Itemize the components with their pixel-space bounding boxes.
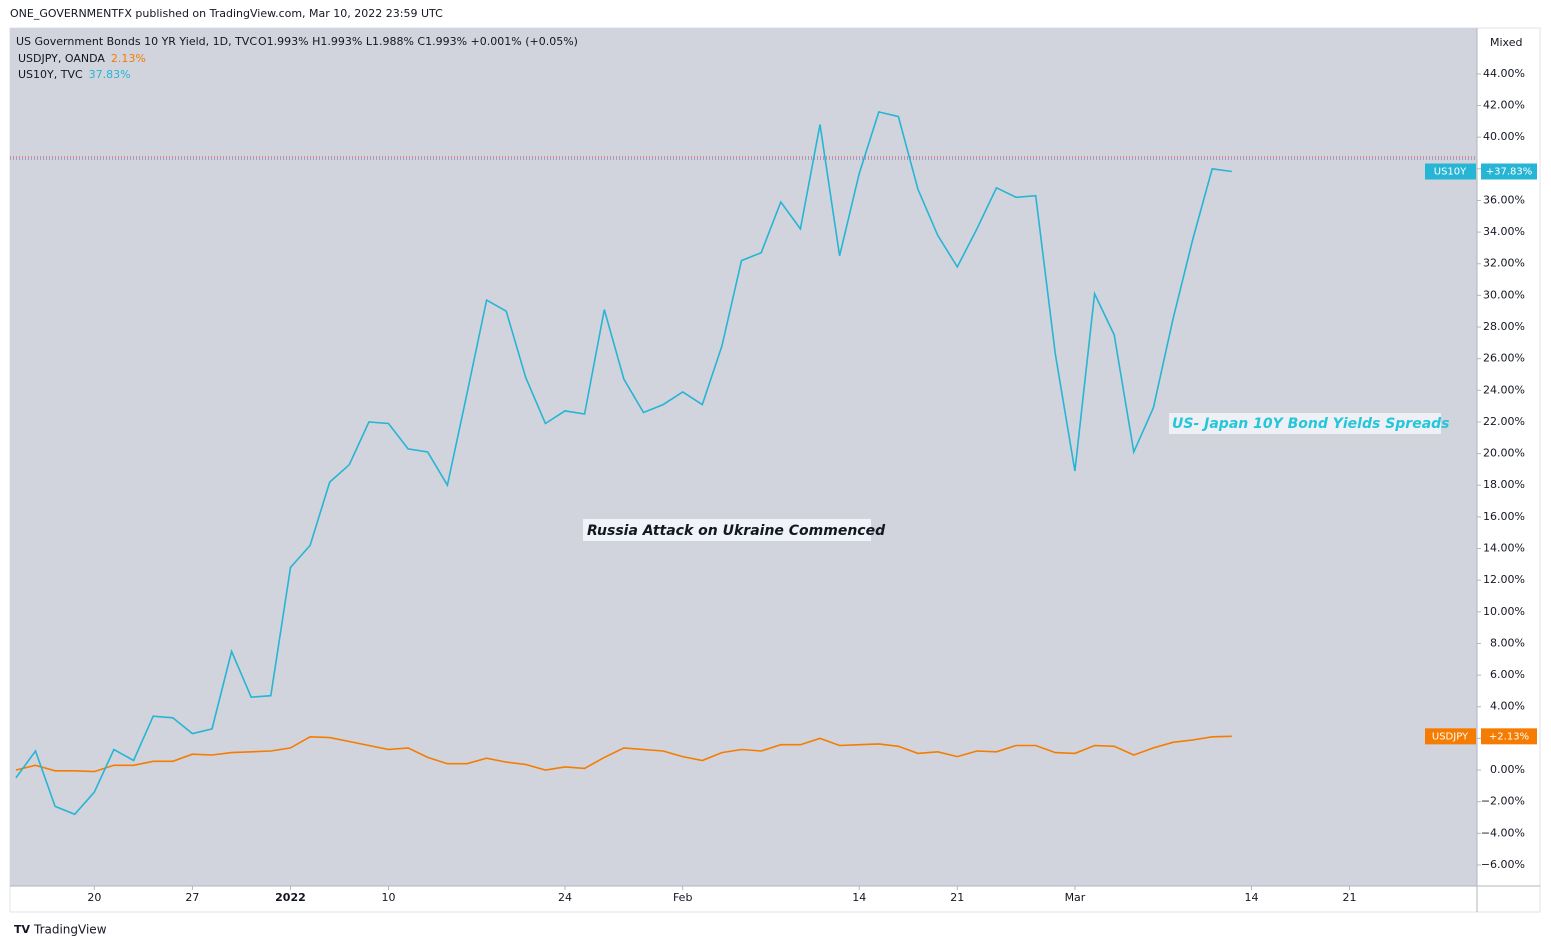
legend-value: 37.83%	[89, 68, 131, 81]
annotation-box	[1169, 413, 1441, 434]
y-tick-label: 34.00%	[1483, 225, 1525, 238]
y-tick-label: 26.00%	[1483, 352, 1525, 365]
x-tick-label: 2022	[275, 891, 306, 904]
logo: TV	[14, 923, 31, 936]
annotation-box	[583, 519, 871, 541]
legend-title: US Government Bonds 10 YR Yield, 1D, TVC	[16, 35, 257, 48]
x-tick-label: 20	[87, 891, 101, 904]
series-line	[15, 110, 1232, 816]
y-tick-label: 32.00%	[1483, 257, 1525, 270]
y-tick-label: 6.00%	[1490, 668, 1525, 681]
badge-name: USDJPY	[1432, 731, 1469, 742]
x-tick-label: 10	[382, 891, 396, 904]
y-tick-label: 8.00%	[1490, 636, 1525, 649]
y-tick-label: 12.00%	[1483, 573, 1525, 586]
legend-name: US10Y, TVC	[18, 68, 83, 81]
y-tick-label: 20.00%	[1483, 447, 1525, 460]
badge	[1425, 728, 1476, 745]
y-tick-label: 36.00%	[1483, 193, 1525, 206]
y-tick-label: 14.00%	[1483, 542, 1525, 555]
y-tick-label: 30.00%	[1483, 288, 1525, 301]
y-tick-label: −2.00%	[1481, 795, 1525, 808]
ohlc-value: C1.993%	[417, 35, 467, 48]
x-tick-label: 21	[950, 891, 964, 904]
x-tick-label: 21	[1343, 891, 1357, 904]
annotation: Russia Attack on Ukraine Commenced	[587, 523, 886, 539]
badge	[1425, 163, 1476, 180]
ohlc-value: L1.988%	[366, 35, 414, 48]
legend-name: USDJPY, OANDA	[18, 52, 105, 65]
y-tick-label: 24.00%	[1483, 383, 1525, 396]
footer: TradingView	[33, 923, 107, 937]
y-tick-label: 40.00%	[1483, 130, 1525, 143]
x-tick-label: 27	[185, 891, 199, 904]
y-tick-label: 28.00%	[1483, 320, 1525, 333]
y-tick-label: 18.00%	[1483, 478, 1525, 491]
y-tick-label: 22.00%	[1483, 415, 1525, 428]
badge-value: +37.83%	[1486, 167, 1533, 178]
badge-value: +2.13%	[1489, 731, 1529, 742]
y-tick-label: 16.00%	[1483, 510, 1525, 523]
badge	[1481, 163, 1537, 180]
x-tick-label: 24	[558, 891, 572, 904]
badge-name: US10Y	[1434, 167, 1467, 178]
y-tick-label: −6.00%	[1481, 858, 1525, 871]
ohlc-value: O1.993%	[258, 35, 309, 48]
ohlc-value: H1.993%	[312, 35, 362, 48]
annotation: US- Japan 10Y Bond Yields Spreads	[1172, 416, 1450, 432]
y-tick-label: 10.00%	[1483, 605, 1525, 618]
publisher: ONE_GOVERNMENTFX published on TradingVie…	[10, 7, 443, 20]
scale-mode: Mixed	[1490, 36, 1522, 49]
y-tick-label: 0.00%	[1490, 763, 1525, 776]
x-tick-label: 14	[852, 891, 866, 904]
y-tick-label: 42.00%	[1483, 99, 1525, 112]
plot-area	[10, 28, 1477, 886]
change: +0.001% (+0.05%)	[471, 35, 578, 48]
x-tick-label: 14	[1244, 891, 1258, 904]
y-tick-label: 44.00%	[1483, 67, 1525, 80]
x-tick-label: Mar	[1065, 891, 1086, 904]
y-tick-label: 4.00%	[1490, 700, 1525, 713]
legend-value: 2.13%	[111, 52, 146, 65]
legend-ohlc: O1.993% H1.993% L1.988% C1.993% +0.001% …	[258, 35, 578, 48]
x-tick-label: Feb	[673, 891, 692, 904]
y-tick-label: −4.00%	[1481, 826, 1525, 839]
badge	[1481, 728, 1537, 745]
series-line	[15, 735, 1232, 773]
